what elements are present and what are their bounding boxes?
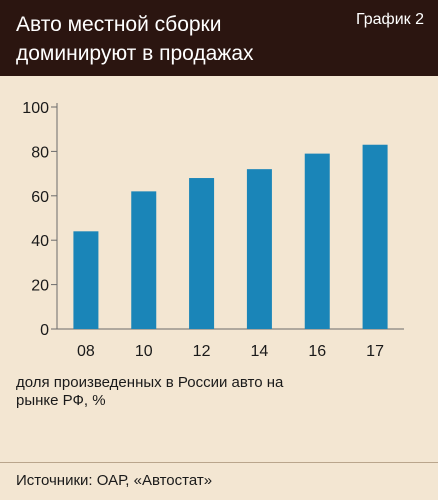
bar [362,144,388,329]
chart-header: Авто местной сборки доминируют в продажа… [0,0,438,76]
y-tick-label: 40 [31,233,49,250]
divider [0,462,438,463]
y-tick-label: 0 [40,322,49,339]
y-tick-label: 20 [31,278,49,295]
chart-title: Авто местной сборки доминируют в продажа… [16,13,254,65]
x-tick-label: 14 [251,343,269,360]
bar [246,169,272,329]
y-tick-label: 100 [22,100,49,117]
bar-chart-svg: 0 20 40 60 80 100 08 10 12 14 16 17 [22,100,404,360]
y-tick-label: 80 [31,144,49,161]
x-tick-label: 17 [366,343,384,360]
bar [131,191,157,329]
source-text: Источники: ОАР, «Автостат» [16,472,213,489]
bar-chart: 0 20 40 60 80 100 08 10 12 14 16 17 [0,76,438,456]
bar [304,153,330,329]
bar [73,231,99,329]
bar [189,178,215,329]
x-tick-label: 16 [308,343,326,360]
chart-note: доля произведенных в России авто на рынк… [16,374,284,409]
chart-number: График 2 [355,11,424,28]
x-tick-label: 10 [135,343,153,360]
x-tick-label: 08 [77,343,95,360]
y-tick-label: 60 [31,189,49,206]
x-tick-label: 12 [193,343,211,360]
